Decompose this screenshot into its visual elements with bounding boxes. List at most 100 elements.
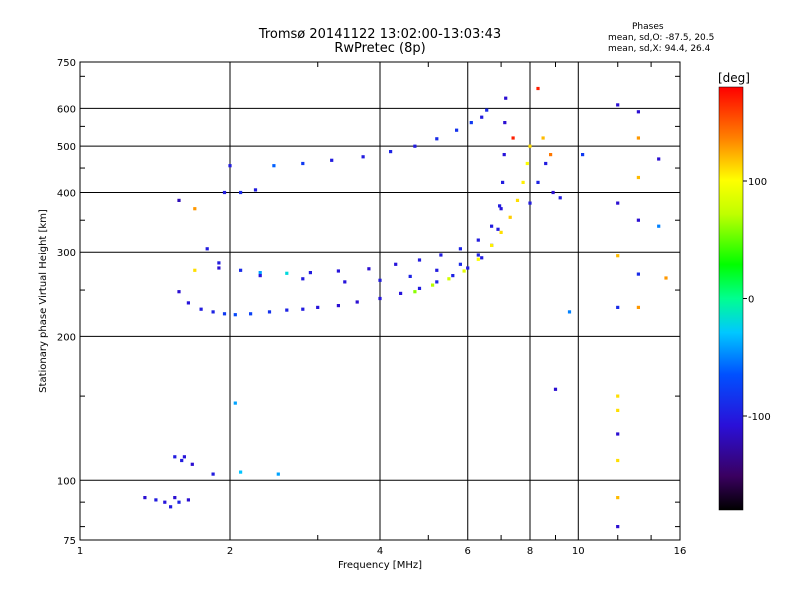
data-point bbox=[394, 262, 398, 266]
data-point bbox=[177, 500, 181, 504]
data-point bbox=[480, 115, 484, 119]
data-point bbox=[253, 188, 258, 192]
data-point bbox=[490, 224, 494, 228]
data-point bbox=[193, 268, 197, 272]
data-point bbox=[476, 253, 480, 257]
x-axis-label: Frequency [MHz] bbox=[338, 560, 422, 571]
data-point bbox=[154, 498, 158, 502]
data-point bbox=[308, 271, 312, 275]
colorbar-tick-label: 0 bbox=[748, 295, 754, 306]
data-point bbox=[413, 144, 417, 148]
data-point bbox=[469, 121, 473, 125]
data-point bbox=[186, 301, 190, 305]
data-point bbox=[567, 310, 572, 314]
data-point bbox=[496, 227, 500, 231]
colorbar bbox=[718, 86, 744, 511]
y-tick-label: 750 bbox=[57, 58, 76, 69]
x-tick-label: 10 bbox=[572, 546, 585, 557]
colorbar-tick-label: 100 bbox=[748, 177, 767, 188]
data-point bbox=[616, 496, 620, 500]
data-point bbox=[458, 247, 462, 251]
data-point bbox=[173, 496, 177, 500]
data-point bbox=[541, 136, 545, 140]
data-point bbox=[447, 277, 451, 281]
data-point bbox=[528, 201, 532, 205]
data-point bbox=[417, 258, 422, 262]
data-point bbox=[205, 247, 209, 251]
data-point bbox=[355, 300, 359, 304]
data-point bbox=[536, 180, 540, 184]
data-point bbox=[636, 110, 640, 114]
data-point bbox=[551, 190, 555, 195]
data-point bbox=[435, 268, 439, 272]
grid-lines bbox=[80, 62, 680, 540]
data-point bbox=[222, 190, 227, 195]
data-point bbox=[558, 196, 562, 200]
data-point bbox=[528, 144, 532, 148]
y-tick-label: 500 bbox=[57, 142, 76, 153]
data-point bbox=[267, 310, 272, 314]
data-point bbox=[211, 472, 215, 476]
data-point bbox=[616, 201, 620, 205]
phases-x-stats: mean, sd,X: 94.4, 26.4 bbox=[608, 44, 711, 54]
data-point bbox=[249, 312, 253, 316]
data-point bbox=[435, 137, 439, 141]
data-point bbox=[417, 286, 422, 290]
data-point bbox=[211, 310, 215, 314]
data-point bbox=[616, 432, 620, 436]
data-point bbox=[503, 121, 507, 125]
y-axis-label: Stationary phase Virtual Height [km] bbox=[38, 209, 49, 393]
data-point bbox=[462, 269, 466, 273]
data-point bbox=[408, 274, 412, 278]
data-point bbox=[190, 462, 194, 466]
data-point bbox=[439, 253, 443, 257]
data-point bbox=[239, 268, 243, 272]
data-point bbox=[301, 277, 305, 281]
data-point bbox=[636, 305, 640, 309]
y-tick-label: 200 bbox=[57, 332, 76, 343]
colorbar-tick-label: -100 bbox=[748, 412, 771, 423]
data-point bbox=[515, 198, 520, 202]
data-point bbox=[616, 408, 620, 412]
data-point bbox=[581, 153, 585, 157]
data-point bbox=[490, 243, 494, 247]
data-point bbox=[143, 496, 147, 500]
data-point bbox=[451, 274, 455, 278]
data-point bbox=[498, 204, 502, 208]
x-tick-label: 2 bbox=[227, 546, 233, 557]
data-point bbox=[336, 304, 340, 308]
data-point bbox=[399, 291, 403, 295]
data-point bbox=[163, 500, 167, 504]
x-tick-label: 16 bbox=[674, 546, 687, 557]
data-point bbox=[657, 157, 661, 161]
x-tick-label: 8 bbox=[527, 546, 533, 557]
data-point bbox=[636, 175, 640, 180]
x-tick-label: 4 bbox=[377, 546, 383, 557]
data-point bbox=[285, 271, 289, 275]
data-point bbox=[455, 128, 459, 132]
data-point bbox=[258, 274, 262, 278]
data-point bbox=[361, 155, 365, 159]
data-point bbox=[502, 153, 506, 157]
data-point bbox=[544, 161, 548, 166]
data-point bbox=[239, 470, 243, 474]
data-point bbox=[169, 505, 173, 509]
x-tick-label: 6 bbox=[465, 546, 471, 557]
data-point bbox=[511, 136, 515, 140]
data-points bbox=[143, 86, 668, 529]
data-point bbox=[285, 308, 289, 312]
data-point bbox=[525, 161, 529, 166]
data-point bbox=[499, 207, 503, 211]
colorbar-label: [deg] bbox=[718, 71, 750, 85]
data-point bbox=[657, 224, 661, 228]
data-point bbox=[521, 180, 525, 184]
data-point bbox=[330, 158, 334, 162]
data-point bbox=[177, 290, 181, 294]
data-point bbox=[636, 136, 640, 140]
data-point bbox=[435, 280, 439, 284]
data-point bbox=[177, 198, 181, 202]
plot-frame bbox=[79, 61, 681, 541]
data-point bbox=[239, 190, 243, 195]
data-point bbox=[616, 525, 620, 529]
